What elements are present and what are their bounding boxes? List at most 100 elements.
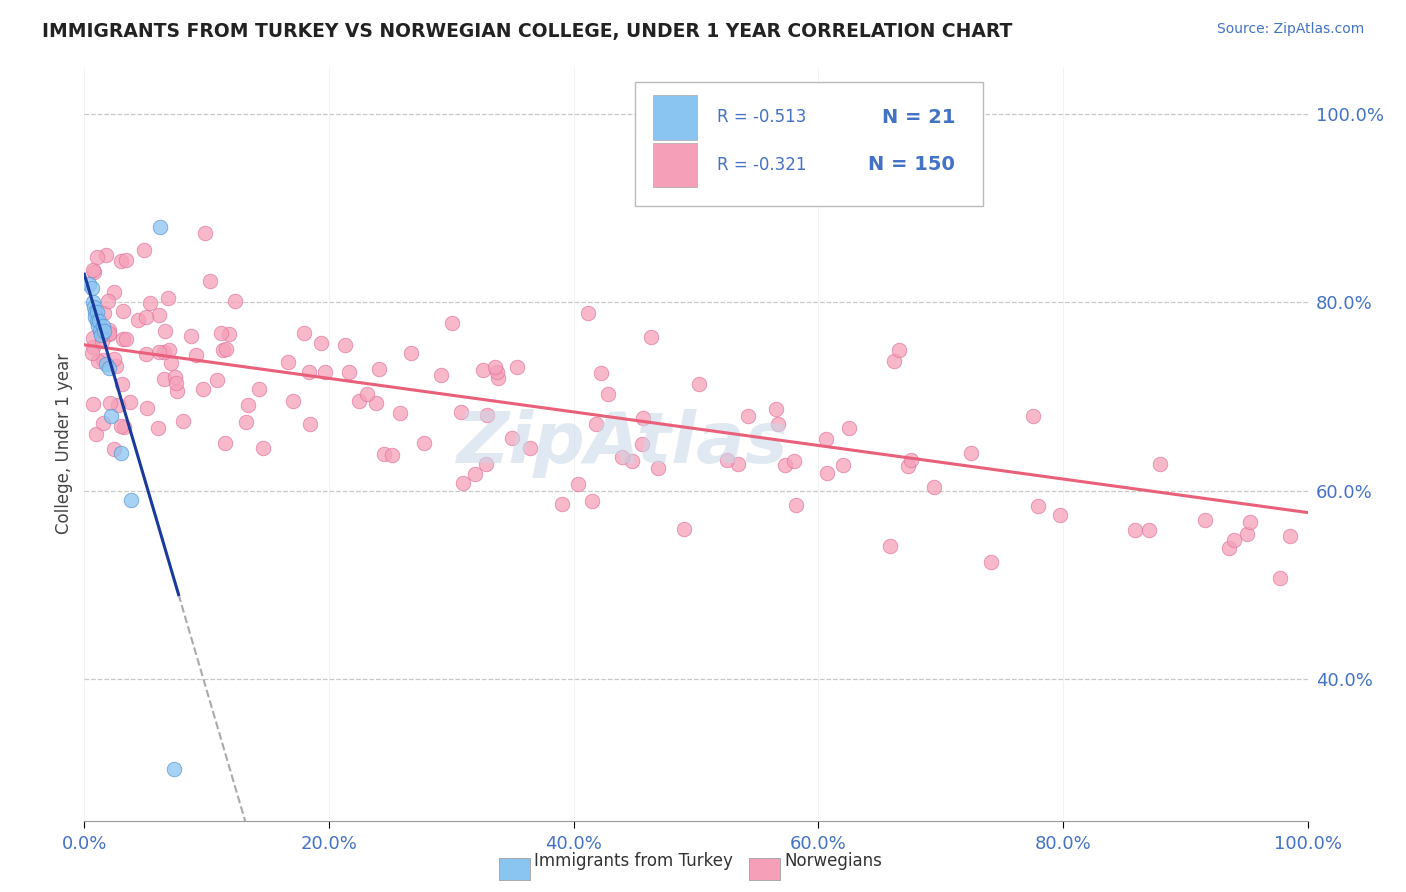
Point [114, 332, 136, 346]
Point [314, 365, 336, 379]
Point [474, 457, 496, 471]
Point [519, 441, 541, 455]
Point [897, 458, 920, 473]
Point [111, 333, 134, 347]
Point [135, 310, 157, 325]
Point [727, 457, 749, 471]
FancyBboxPatch shape [654, 95, 697, 140]
Point [103, 285, 125, 300]
Point [430, 368, 453, 382]
Point [766, 417, 789, 432]
Point [1194, 513, 1216, 527]
Point [198, 274, 221, 288]
Point [1022, 409, 1045, 423]
Point [218, 326, 240, 341]
Point [621, 454, 644, 468]
Point [640, 330, 662, 344]
Point [91, 353, 114, 368]
Point [773, 458, 796, 472]
Point [82, 340, 104, 354]
Point [103, 351, 125, 366]
Point [91, 416, 114, 430]
Point [136, 401, 159, 415]
Point [224, 294, 246, 309]
Point [165, 376, 187, 391]
Point [364, 396, 387, 410]
Point [292, 326, 315, 341]
Point [716, 453, 738, 467]
Point [83, 300, 105, 314]
Point [87, 318, 110, 333]
Point [486, 371, 509, 385]
Point [612, 450, 634, 464]
Point [110, 253, 132, 268]
Point [356, 386, 378, 401]
Point [87, 314, 110, 328]
Point [104, 359, 127, 374]
Point [485, 365, 508, 379]
Point [86, 250, 108, 264]
Point [589, 366, 612, 380]
Point [148, 308, 170, 322]
Point [163, 370, 186, 384]
Point [1026, 499, 1049, 513]
Point [160, 356, 183, 370]
Text: R = -0.513: R = -0.513 [717, 109, 806, 127]
Point [180, 329, 202, 343]
Y-axis label: College, Under 1 year: College, Under 1 year [55, 353, 73, 534]
Point [172, 414, 194, 428]
Point [471, 363, 494, 377]
Point [96, 357, 118, 371]
Point [110, 419, 132, 434]
Point [815, 432, 838, 446]
Point [111, 304, 134, 318]
Point [373, 447, 395, 461]
Point [100, 409, 122, 423]
Point [93, 324, 115, 338]
Point [283, 394, 305, 409]
Point [1270, 571, 1292, 585]
Point [389, 406, 412, 420]
Point [111, 376, 134, 391]
Point [91, 334, 114, 348]
Point [91, 326, 114, 341]
Point [959, 446, 981, 460]
Point [191, 382, 214, 396]
Point [1239, 515, 1261, 529]
Point [89, 324, 111, 338]
Point [87, 354, 110, 368]
Point [149, 220, 172, 235]
Point [1218, 541, 1240, 555]
Point [277, 354, 299, 368]
Point [464, 467, 486, 482]
Point [118, 395, 141, 409]
Point [550, 497, 572, 511]
Point [1223, 533, 1246, 547]
Point [630, 437, 652, 451]
Point [84, 305, 107, 319]
Point [97, 294, 120, 309]
Point [97, 323, 120, 337]
Point [82, 295, 104, 310]
Point [1149, 457, 1171, 471]
Point [97, 361, 120, 376]
Text: N = 21: N = 21 [882, 108, 955, 127]
Point [299, 417, 322, 431]
Point [475, 408, 498, 422]
Point [127, 313, 149, 327]
FancyBboxPatch shape [636, 82, 983, 206]
Point [453, 475, 475, 490]
Point [596, 387, 619, 401]
Point [298, 365, 321, 379]
Point [900, 453, 922, 467]
Point [506, 360, 529, 375]
Point [1279, 529, 1302, 543]
Point [765, 401, 787, 416]
Point [501, 431, 523, 445]
Point [399, 346, 422, 360]
Point [209, 326, 232, 341]
Point [785, 499, 807, 513]
Point [91, 318, 114, 333]
Point [86, 427, 108, 442]
Point [166, 384, 188, 398]
